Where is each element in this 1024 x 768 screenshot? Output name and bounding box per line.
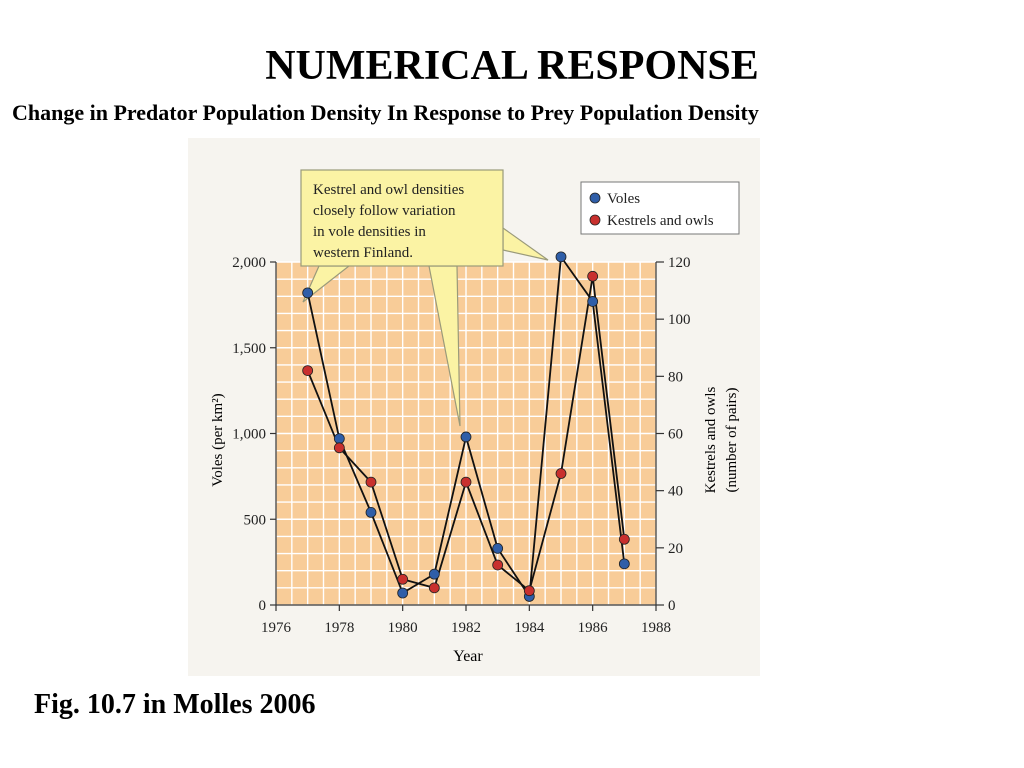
- legend-label: Kestrels and owls: [607, 213, 714, 229]
- data-point-voles: [555, 251, 567, 263]
- y2-axis-label-line2: (number of pairs): [724, 388, 740, 493]
- data-point-voles: [492, 543, 504, 554]
- callout-text-line: in vole densities in: [313, 224, 426, 240]
- data-point-voles: [333, 433, 345, 445]
- data-point-voles: [365, 506, 377, 518]
- data-point-voles: [428, 568, 440, 580]
- data-point-kestrels-and-owls: [460, 476, 472, 488]
- data-point-kestrels-and-owls: [397, 573, 409, 585]
- x-tick-label: 1986: [578, 620, 609, 636]
- data-point-voles: [302, 287, 314, 299]
- callout-box: [300, 169, 504, 267]
- callout-pointer-right: [502, 226, 549, 261]
- figure-caption: Fig. 10.7 in Molles 2006: [34, 689, 316, 720]
- x-tick-label: 1978: [324, 620, 354, 636]
- data-point-kestrels-and-owls: [428, 582, 440, 594]
- x-axis-label: Year: [453, 648, 483, 665]
- data-point-kestrels-and-owls: [618, 533, 630, 545]
- data-point-kestrels-and-owls: [587, 270, 599, 282]
- y-tick-label: 1,500: [232, 341, 266, 357]
- data-point-kestrels-and-owls: [333, 442, 345, 454]
- data-point-voles: [460, 431, 472, 443]
- y2-tick-label: 60: [668, 427, 683, 443]
- data-point-kestrels-and-owls: [523, 585, 535, 597]
- x-tick-label: 1988: [641, 620, 671, 636]
- y2-tick-label: 120: [668, 255, 691, 271]
- y-tick-label: 2,000: [232, 255, 266, 271]
- callout-text-line: Kestrel and owl densities: [313, 182, 464, 198]
- x-tick-label: 1980: [388, 620, 418, 636]
- callout-text-line: closely follow variation: [313, 203, 456, 219]
- slide-subtitle: Change in Predator Population Density In…: [12, 100, 759, 125]
- figure-panel: 1976 1978 1980 1982 1984 1986 1988 0 500 1,000 1,5…: [188, 138, 760, 676]
- x-tick-label: 1976: [261, 620, 292, 636]
- y2-tick-label: 0: [668, 598, 676, 614]
- x-tick-label: 1984: [514, 620, 545, 636]
- y-tick-label: 500: [244, 512, 267, 528]
- y2-tick-label: 80: [668, 369, 683, 385]
- data-point-kestrels-and-owls: [555, 468, 567, 479]
- legend-marker: [589, 192, 601, 204]
- data-point-kestrels-and-owls: [302, 365, 314, 377]
- y-tick-label: 1,000: [232, 427, 266, 443]
- y2-tick-label: 100: [668, 312, 691, 328]
- data-point-voles: [587, 296, 599, 307]
- y2-axis-label-line1: Kestrels and owls: [703, 387, 719, 494]
- callout-text-line: western Finland.: [313, 245, 413, 261]
- legend-marker: [589, 214, 601, 226]
- x-tick-label: 1982: [451, 620, 481, 636]
- legend-label: Voles: [607, 191, 640, 207]
- y-axis-label: Voles (per km²): [210, 393, 226, 486]
- numerical-response-chart: 1976 1978 1980 1982 1984 1986 1988 0 500 1,000 1,5…: [210, 169, 740, 665]
- legend-box: [580, 181, 740, 235]
- data-point-kestrels-and-owls: [365, 476, 377, 488]
- slide-title: NUMERICAL RESPONSE: [265, 43, 759, 89]
- y2-tick-label: 40: [668, 484, 683, 500]
- y-tick-label: 0: [259, 598, 267, 614]
- data-point-kestrels-and-owls: [492, 559, 504, 571]
- data-point-voles: [397, 587, 409, 599]
- y2-tick-label: 20: [668, 541, 683, 557]
- data-point-voles: [618, 558, 630, 570]
